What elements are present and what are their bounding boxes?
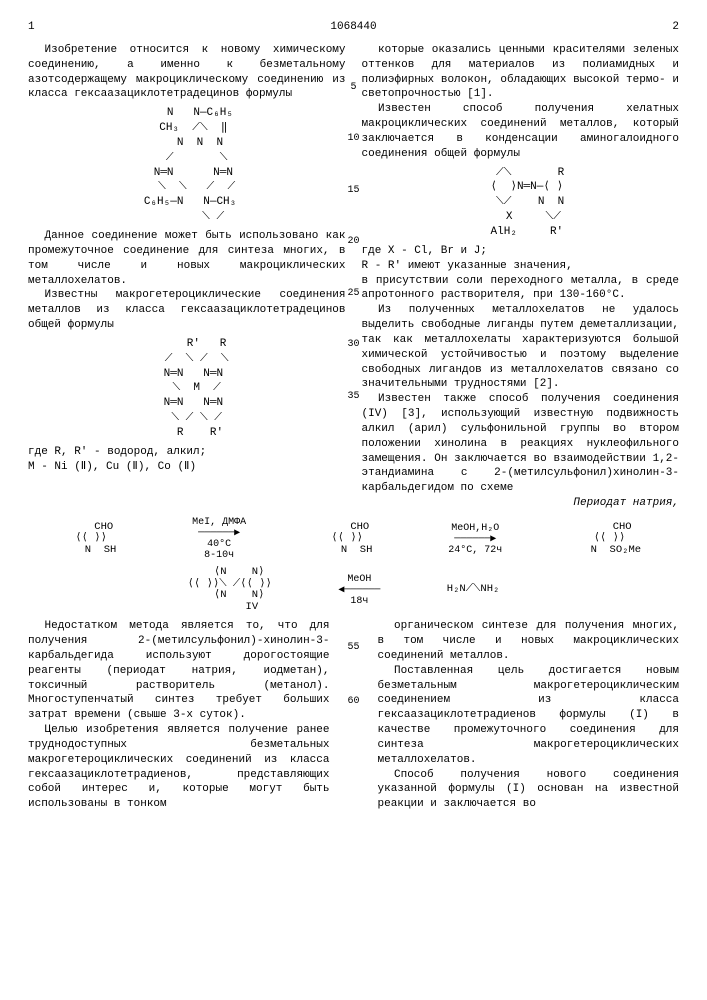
line-num: 10	[347, 132, 359, 146]
col2-where-r: R - R' имеют указанные значения,	[362, 259, 680, 274]
arrow-label: MeI, ДМФА	[192, 517, 246, 528]
col2-para4: Из полученных металлохелатов не удалось …	[362, 303, 680, 392]
page-right: 2	[672, 20, 679, 35]
column-right: которые оказались ценными красителями зе…	[362, 43, 680, 511]
body-columns: Изобретение относится к новому химическо…	[28, 43, 679, 511]
bottom-col2-para3: Способ получения нового соединения указа…	[378, 768, 680, 813]
col2-para1: которые оказались ценными красителями зе…	[362, 43, 680, 102]
scheme-arrow-3: MeOH ◀────── 18ч	[338, 574, 380, 607]
scheme-frag-5: H₂N⟋⟍NH₂	[447, 584, 500, 596]
scheme-frag-1: CHO ⟨⟨ ⟩⟩ N SH	[66, 522, 116, 557]
line-num: 5	[350, 81, 356, 95]
page-left: 1	[28, 20, 35, 35]
line-num: 20	[347, 235, 359, 249]
col1-para2: Данное соединение может быть использован…	[28, 229, 346, 288]
arrow-label: 8-10ч	[192, 550, 246, 561]
line-number-gutter: 5 10 15 20 25 30 35	[346, 43, 362, 511]
line-num: 35	[347, 390, 359, 404]
structure-diagram-2: R' R ⟋ ⟍ ⟋ ⟍ N═N N═N ⟍ M ⟋ N═N N═N ⟍ ⟋ ⟍…	[28, 337, 346, 441]
scheme-frag-4: ⟨N N⟩ ⟨⟨ ⟩⟩⟍ ⟋⟨⟨ ⟩⟩ ⟨N N⟩ IV	[188, 567, 272, 613]
col2-para5: Известен также способ получения соединен…	[362, 392, 680, 496]
structure-diagram-3: ⟋⟍ R ⟨ ⟩N═N—⟨ ⟩ ⟍⟋ N N X ⟍⟋ AlH₂ R'	[362, 166, 680, 240]
line-num: 60	[347, 695, 359, 709]
line-num: 25	[347, 287, 359, 301]
col2-where-x: где X - Cl, Br и J;	[362, 244, 680, 259]
bottom-col-right: органическом синтезе для получения многи…	[378, 619, 680, 812]
bottom-col-left: Недостатком метода является то, что для …	[28, 619, 330, 812]
arrow-label: 18ч	[338, 596, 380, 607]
bottom-col1-para1: Недостатком метода является то, что для …	[28, 619, 330, 723]
arrow-label: MeOH	[338, 574, 380, 585]
arrow-label: MeOH,H₂O	[448, 523, 502, 534]
scheme-arrow-1: MeI, ДМФА ──────▶ 40°C 8-10ч	[192, 517, 246, 561]
col2-where-cond: в присутствии соли переходного металла, …	[362, 274, 680, 304]
col1-where-r: где R, R' - водород, алкил;	[28, 445, 346, 460]
scheme-frag-3: CHO ⟨⟨ ⟩⟩ N SO₂Me	[578, 522, 641, 557]
arrow-label: 40°C	[192, 539, 246, 550]
col1-para1: Изобретение относится к новому химическо…	[28, 43, 346, 102]
doc-number: 1068440	[35, 20, 673, 35]
column-left: Изобретение относится к новому химическо…	[28, 43, 346, 511]
structure-diagram-1: N N—C₆H₅ CH₃ ⟋⟍ ‖ N N N ⟋ ⟍ N═N N═N ⟍ ⟍ …	[28, 106, 346, 225]
bottom-col2-para2: Поставленная цель достигается новым безм…	[378, 664, 680, 768]
line-num: 15	[347, 184, 359, 198]
line-number-gutter-bottom: 55 60	[346, 619, 362, 812]
scheme-label: Периодат натрия,	[362, 496, 680, 511]
col2-para2: Известен способ получения хелатных макро…	[362, 102, 680, 161]
scheme-frag-2: CHO ⟨⟨ ⟩⟩ N SH	[322, 522, 372, 557]
line-num: 30	[347, 338, 359, 352]
bottom-col2-para1: органическом синтезе для получения многи…	[378, 619, 680, 664]
reaction-scheme: CHO ⟨⟨ ⟩⟩ N SH MeI, ДМФА ──────▶ 40°C 8-…	[28, 517, 679, 613]
page-header: 1 1068440 2	[28, 20, 679, 35]
bottom-col1-para2: Целью изобретения является получение ран…	[28, 723, 330, 812]
col1-where-m: M - Ni (Ⅱ), Cu (Ⅱ), Co (Ⅱ)	[28, 460, 346, 475]
arrow-label: 24°C, 72ч	[448, 545, 502, 556]
line-num: 55	[347, 641, 359, 655]
bottom-columns: Недостатком метода является то, что для …	[28, 619, 679, 812]
col1-para3: Известны макрогетероциклические соединен…	[28, 288, 346, 333]
scheme-arrow-2: MeOH,H₂O ──────▶ 24°C, 72ч	[448, 523, 502, 556]
